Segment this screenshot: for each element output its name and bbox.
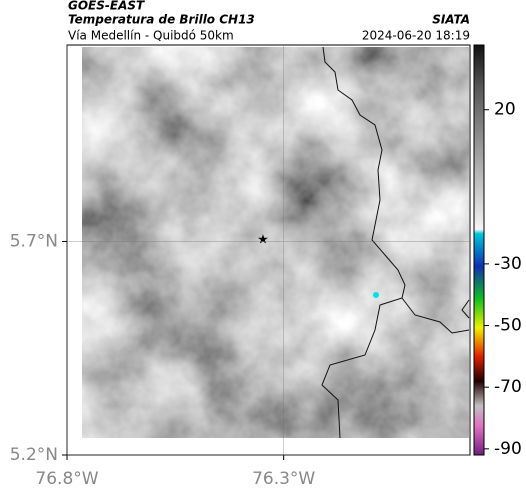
- brightness-field: [82, 47, 469, 438]
- city-marker: ★: [257, 233, 269, 248]
- subtitle: Vía Medellín - Quibdó 50km: [68, 29, 234, 43]
- colorbar-tick-label: 20: [494, 100, 516, 120]
- border: [461, 299, 470, 319]
- colorbar-tick-label: -30: [494, 254, 522, 274]
- y-tick-label: 5.2°N: [10, 445, 58, 465]
- border: [401, 297, 470, 334]
- x-tick-label: 76.3°W: [252, 469, 315, 489]
- border: [321, 46, 406, 439]
- colorbar: [473, 44, 485, 456]
- y-tick-label: 5.7°N: [10, 231, 58, 251]
- map: ★: [66, 44, 471, 456]
- colorbar-tick-label: -70: [494, 377, 522, 397]
- colorbar-tick-label: -90: [494, 439, 522, 459]
- agency: SIATA: [432, 13, 470, 27]
- title: Temperatura de Brillo CH13: [68, 13, 255, 27]
- x-tick-label: 76.8°W: [35, 469, 98, 489]
- datetime: 2024-06-20 18:19: [362, 29, 470, 43]
- colorbar-tick-label: -50: [494, 316, 522, 336]
- city-marker: [373, 292, 379, 298]
- source: GOES-EAST: [68, 0, 145, 13]
- colorbar-scale: [473, 44, 485, 456]
